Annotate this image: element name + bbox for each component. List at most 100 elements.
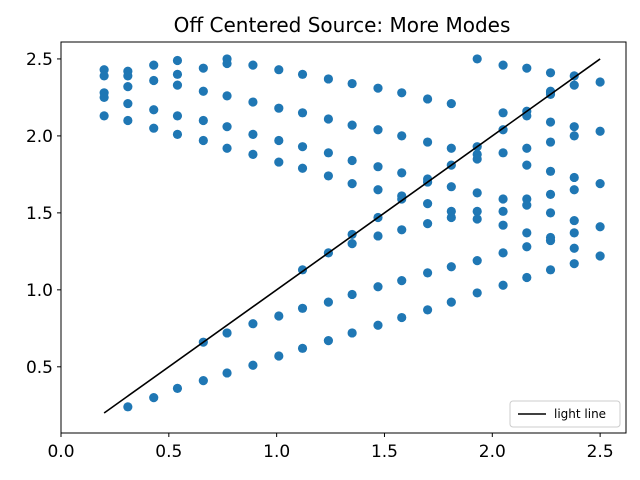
data-point-6	[123, 71, 133, 81]
plot-area	[99, 54, 605, 414]
data-point-125	[323, 297, 333, 307]
legend-label: light line	[554, 407, 606, 421]
data-point-39	[297, 163, 308, 173]
data-point-87	[545, 189, 556, 199]
data-point-28	[248, 60, 258, 70]
data-point-34	[274, 135, 284, 146]
data-point-46	[347, 155, 357, 166]
data-point-71	[498, 148, 508, 158]
y-tick-label-0: 0.5	[26, 358, 53, 378]
data-point-114	[472, 288, 482, 298]
data-point-4	[99, 111, 109, 121]
data-point-32	[274, 65, 284, 75]
data-point-103	[198, 376, 208, 386]
data-point-54	[397, 168, 407, 178]
data-point-99	[595, 222, 605, 232]
data-point-138	[347, 239, 357, 249]
data-point-67	[472, 188, 482, 198]
data-point-51	[373, 185, 383, 195]
data-point-35	[274, 157, 284, 167]
data-point-31	[248, 149, 258, 159]
data-point-90	[569, 80, 579, 90]
data-point-25	[222, 91, 232, 101]
data-point-13	[149, 123, 159, 133]
data-point-86	[545, 166, 556, 176]
y-tick-label-4: 2.5	[26, 50, 53, 70]
data-point-77	[522, 143, 532, 153]
data-point-111	[397, 312, 407, 323]
data-point-21	[198, 115, 208, 126]
data-point-36	[297, 69, 308, 79]
data-point-104	[222, 368, 232, 378]
data-point-22	[198, 135, 208, 146]
data-point-140	[373, 231, 383, 241]
data-point-57	[423, 137, 433, 147]
data-point-105	[248, 360, 258, 370]
data-point-44	[347, 78, 357, 89]
data-point-91	[569, 122, 579, 132]
data-point-122	[248, 319, 258, 329]
data-point-19	[198, 63, 208, 73]
data-point-53	[397, 131, 407, 141]
data-point-52	[397, 88, 407, 98]
data-point-42	[323, 148, 333, 158]
data-point-78	[522, 160, 532, 170]
data-point-97	[595, 126, 605, 136]
data-point-110	[373, 320, 383, 330]
data-point-47	[347, 179, 357, 189]
light-line	[103, 58, 601, 414]
data-point-148	[472, 214, 482, 224]
data-point-56	[423, 94, 433, 104]
data-point-7	[123, 82, 133, 92]
data-point-100	[123, 402, 133, 412]
data-point-73	[498, 206, 508, 216]
data-point-14	[172, 55, 183, 66]
legend-box	[509, 400, 621, 428]
data-point-155	[569, 243, 579, 253]
data-point-126	[347, 289, 357, 300]
data-point-72	[498, 194, 508, 204]
data-point-108	[323, 336, 333, 346]
data-point-11	[149, 75, 159, 86]
data-point-12	[149, 105, 159, 115]
data-point-131	[472, 255, 482, 266]
data-point-94	[569, 185, 579, 195]
data-point-50	[373, 162, 383, 172]
data-point-16	[172, 80, 183, 90]
axes: 0.0 0.5 1.0 1.5 2.0 2.5 0.5 1.0 1.5 2.0 2.5	[26, 41, 627, 462]
data-point-41	[323, 114, 333, 124]
data-point-1	[99, 71, 109, 81]
data-point-81	[545, 68, 556, 78]
data-point-117	[545, 265, 556, 275]
data-point-43	[323, 171, 333, 181]
data-point-133	[522, 242, 532, 252]
data-point-107	[297, 343, 308, 353]
data-point-68	[472, 206, 482, 216]
data-point-119	[595, 251, 605, 261]
data-point-26	[222, 122, 232, 132]
x-tick-label-4: 2.0	[479, 442, 506, 462]
data-point-95	[569, 215, 579, 226]
data-point-109	[347, 328, 357, 338]
data-point-59	[423, 199, 433, 209]
y-tick-label-1: 1.0	[26, 281, 53, 301]
data-point-37	[297, 108, 308, 118]
data-point-96	[595, 77, 605, 87]
data-point-64	[472, 54, 482, 64]
data-point-132	[498, 248, 508, 258]
data-point-74	[522, 63, 532, 73]
data-point-130	[446, 262, 456, 272]
y-tick-label-2: 1.5	[26, 204, 53, 224]
data-point-128	[397, 276, 407, 286]
data-point-121	[222, 328, 232, 338]
data-point-84	[545, 117, 556, 127]
x-tick-label-5: 2.5	[587, 442, 614, 462]
data-point-92	[569, 131, 579, 141]
data-point-61	[446, 143, 456, 153]
x-tick-label-2: 1.0	[263, 442, 290, 462]
data-point-124	[297, 303, 308, 313]
data-point-3	[99, 92, 109, 103]
data-point-10	[149, 60, 159, 70]
data-point-70	[498, 108, 508, 118]
data-point-153	[545, 232, 556, 243]
